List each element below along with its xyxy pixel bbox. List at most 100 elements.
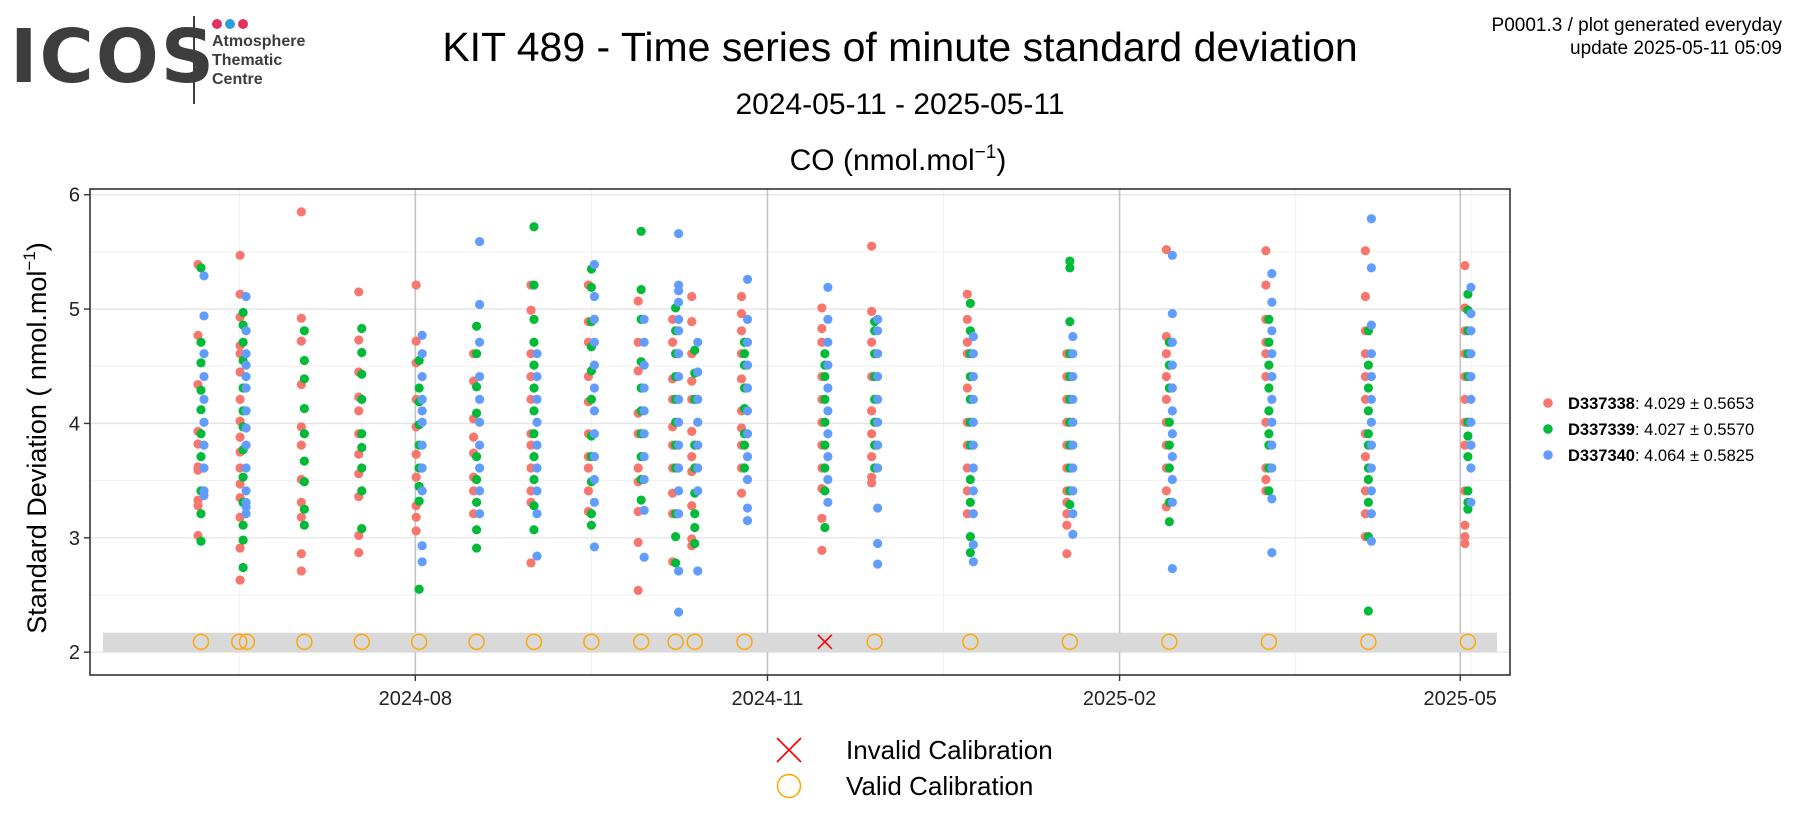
data-point <box>532 551 542 561</box>
plot-meta: P0001.3 / plot generated everyday update… <box>1492 14 1782 60</box>
data-point <box>873 371 883 382</box>
data-point <box>241 502 251 512</box>
data-point <box>196 405 206 415</box>
data-point <box>968 486 978 496</box>
data-point <box>474 237 485 247</box>
data-point <box>411 512 421 522</box>
data-point <box>693 394 703 405</box>
data-point <box>1460 520 1470 530</box>
data-point <box>296 422 306 432</box>
data-point <box>235 479 245 489</box>
data-point <box>1466 417 1476 427</box>
data-point <box>873 394 883 405</box>
data-point <box>471 543 482 553</box>
data-point <box>674 509 684 519</box>
data-point <box>526 305 536 315</box>
data-point <box>1161 394 1171 405</box>
data-point <box>1267 349 1277 359</box>
y-tick-label: 6 <box>69 185 80 207</box>
data-point <box>1161 371 1171 382</box>
data-point <box>823 474 833 485</box>
valid-calibration-marker <box>632 633 650 651</box>
chart-title: CO (nmol.mol−1) <box>790 142 1007 177</box>
data-point <box>1164 440 1174 450</box>
data-point <box>636 495 646 505</box>
data-point <box>823 451 833 462</box>
data-point <box>1068 529 1078 539</box>
chart-title-main: CO (nmol.mol <box>790 144 975 177</box>
legend-entry: D337339: 4.027 ± 0.5570 <box>1568 421 1754 439</box>
y-axis-label-end: ) <box>22 242 52 251</box>
data-point <box>1267 269 1277 279</box>
data-point <box>968 331 978 342</box>
data-point <box>1466 309 1476 319</box>
data-point <box>674 314 684 324</box>
data-point <box>1460 261 1470 271</box>
data-point <box>1264 429 1274 439</box>
data-point <box>1264 314 1274 324</box>
data-point <box>241 371 251 382</box>
data-point <box>532 394 542 405</box>
logo-dots <box>212 16 251 34</box>
data-point <box>965 532 975 542</box>
data-point <box>674 297 684 307</box>
data-point <box>589 474 600 485</box>
data-point <box>193 330 203 340</box>
data-point <box>241 509 251 519</box>
data-point <box>235 543 245 553</box>
data-point <box>589 314 600 324</box>
data-point <box>736 488 747 498</box>
data-point <box>471 349 482 359</box>
data-point <box>674 286 684 296</box>
data-point <box>1167 429 1177 439</box>
data-point <box>1363 360 1373 370</box>
valid-calibration-marker <box>1260 633 1278 651</box>
data-point <box>354 530 364 541</box>
data-point <box>867 306 877 316</box>
data-point <box>817 323 827 334</box>
data-point <box>586 509 597 519</box>
data-point <box>1463 451 1473 462</box>
data-point <box>687 451 697 462</box>
data-point <box>589 337 600 347</box>
data-point <box>1167 474 1177 485</box>
data-point <box>238 472 248 482</box>
data-point <box>238 307 248 318</box>
data-point <box>296 313 306 323</box>
data-point <box>417 330 427 340</box>
valid-calibration-marker <box>468 633 485 651</box>
data-point <box>529 406 539 416</box>
data-point <box>357 524 367 534</box>
invalid-calibration-marker <box>817 634 833 650</box>
data-point <box>742 429 753 439</box>
legend-series-name: D337338 <box>1568 395 1635 413</box>
logo-dot <box>238 19 248 29</box>
data-point <box>529 314 539 324</box>
chart-title-end: ) <box>996 144 1006 177</box>
data-point <box>1466 349 1476 359</box>
data-point <box>962 289 972 299</box>
data-point <box>414 383 424 393</box>
data-point <box>1068 463 1078 473</box>
data-point <box>1466 440 1476 450</box>
data-point <box>196 429 206 439</box>
y-tick-label: 5 <box>69 299 80 321</box>
data-point <box>965 474 975 485</box>
data-point <box>687 501 697 511</box>
data-point <box>1068 349 1078 359</box>
data-point <box>674 349 684 359</box>
data-point <box>736 291 747 302</box>
data-point <box>357 486 367 496</box>
data-point <box>417 486 427 496</box>
data-point <box>583 463 594 473</box>
calibration-markers <box>192 633 1477 651</box>
data-point <box>1167 497 1177 507</box>
data-point <box>1463 289 1473 299</box>
data-point <box>411 280 421 290</box>
data-point <box>1366 440 1376 450</box>
data-point <box>1460 532 1470 542</box>
data-point <box>671 532 681 542</box>
data-point <box>296 497 306 507</box>
data-point <box>639 337 649 347</box>
data-point <box>589 497 600 507</box>
